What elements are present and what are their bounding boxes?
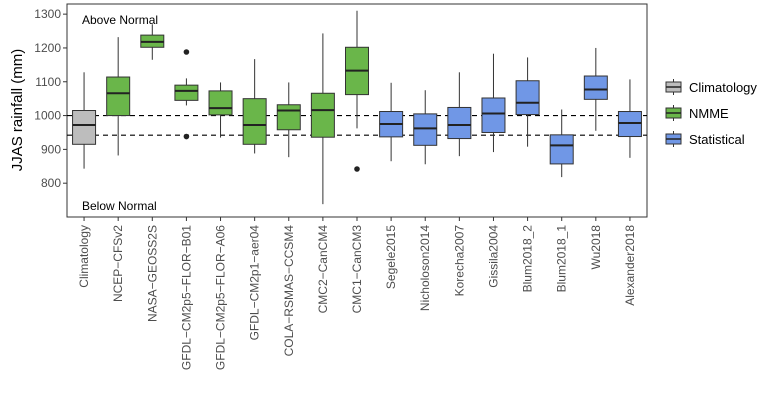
x-tick-label: GFDL−CM2p1−aer04 [248, 225, 262, 341]
box-14 [515, 57, 540, 147]
box-body [481, 97, 506, 133]
x-tick-label: Korecha2007 [452, 225, 466, 297]
x-tick-label: CMC1−CanCM3 [350, 225, 364, 314]
box-body [447, 106, 472, 140]
box-7 [276, 82, 301, 158]
box-12 [447, 72, 472, 157]
box-body [583, 75, 608, 100]
box-body [242, 98, 267, 145]
y-axis-title: JJAS rainfall (mm) [9, 49, 26, 172]
box-outlier [183, 133, 190, 140]
box-body [549, 134, 574, 165]
box-outlier [183, 49, 190, 55]
box-8 [310, 33, 335, 205]
box-body [106, 76, 131, 117]
y-tick-label: 1300 [34, 7, 61, 21]
box-11 [413, 90, 438, 165]
box-body [208, 90, 233, 116]
legend: Climatology NMME Statistical [665, 79, 757, 147]
box-1 [72, 72, 97, 169]
y-tick-label: 1100 [35, 75, 61, 89]
legend-item: Climatology [665, 79, 757, 95]
box-3 [140, 24, 165, 60]
box-9 [345, 10, 369, 172]
x-tick-label: GFDL−CM2p5−FLOR−A06 [214, 225, 228, 370]
x-tick-label: CMC2−CanCM4 [316, 225, 330, 314]
x-tick-label: Gissila2004 [486, 225, 500, 288]
x-tick-label: COLA−RSMAS−CCSM4 [282, 225, 296, 357]
legend-item: Statistical [665, 131, 745, 147]
box-6 [242, 59, 267, 154]
y-tick-label: 1200 [34, 41, 61, 55]
box-15 [549, 109, 574, 178]
box-body [174, 84, 199, 101]
box-5 [208, 82, 233, 138]
legend-label: NMME [689, 106, 729, 121]
box-body [617, 111, 642, 138]
box-body [72, 110, 97, 145]
x-tick-label: Wu2018 [589, 225, 603, 270]
y-tick-label: 900 [41, 142, 61, 156]
x-tick-label: Nicholoson2014 [418, 225, 432, 311]
legend-label: Statistical [689, 132, 745, 147]
box-outlier [354, 166, 360, 172]
x-tick-label: NCEP−CFSv2 [111, 225, 125, 302]
x-tick-label: NASA−GEOSS2S [145, 225, 159, 322]
below-normal-annotation: Below Normal [82, 199, 157, 213]
legend-label: Climatology [689, 80, 757, 95]
box-body [515, 80, 540, 116]
box-10 [379, 82, 404, 162]
box-body [310, 92, 335, 138]
box-2 [106, 37, 131, 156]
x-tick-label: Blum2018_2 [521, 225, 535, 293]
box-body [413, 113, 438, 146]
box-body [276, 104, 301, 131]
box-17 [617, 79, 642, 158]
box-16 [583, 47, 608, 131]
above-normal-annotation: Above Normal [82, 13, 158, 27]
x-tick-label: Alexander2018 [623, 225, 637, 306]
y-tick-label: 800 [41, 176, 61, 190]
x-tick-label: Blum2018_1 [555, 225, 569, 293]
legend-item: NMME [665, 105, 729, 121]
x-tick-label: Climatology [77, 225, 91, 288]
box-13 [481, 53, 506, 153]
x-tick-label: GFDL−CM2p5−FLOR−B01 [179, 225, 193, 370]
x-tick-label: Segele2015 [384, 225, 398, 289]
y-tick-label: 1000 [34, 109, 61, 123]
box-4 [174, 49, 199, 140]
